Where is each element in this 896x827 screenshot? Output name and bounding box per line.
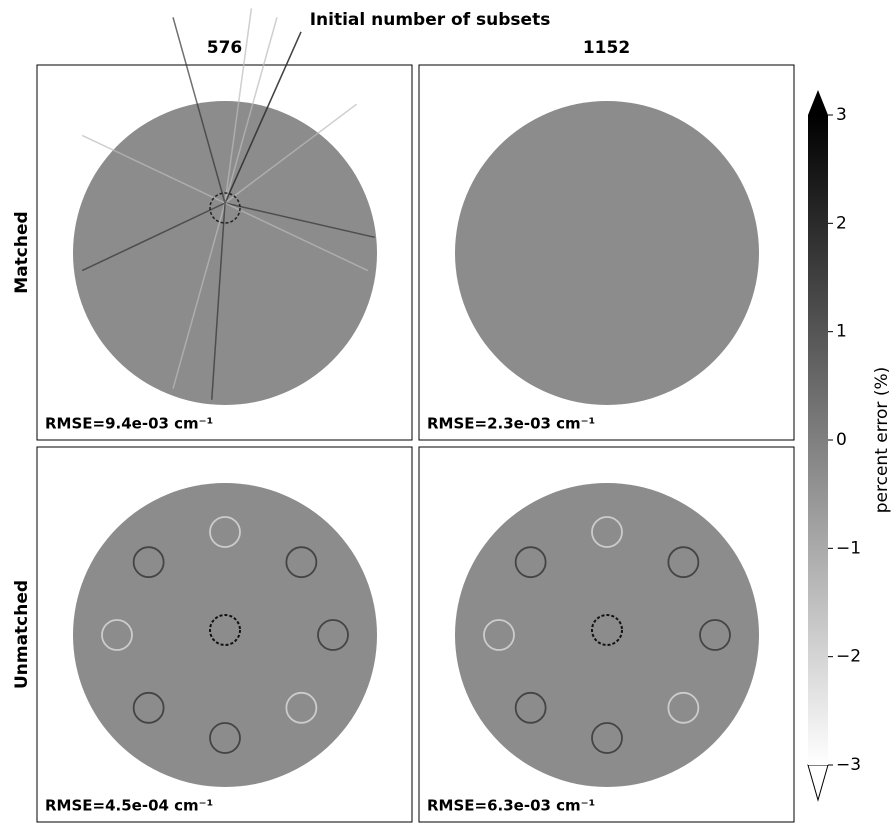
phantom-disc (73, 483, 377, 787)
colorbar-tick-label: 2 (836, 213, 847, 233)
colorbar-tick-label: −2 (836, 647, 861, 667)
colorbar-tick-label: 1 (836, 322, 847, 342)
column-label: 1152 (583, 38, 630, 58)
colorbar (808, 115, 828, 765)
colorbar-tick-label: −3 (836, 755, 861, 775)
colorbar-extend-max (808, 90, 828, 115)
row-label: Unmatched (12, 580, 32, 689)
title: Initial number of subsets (310, 10, 551, 30)
colorbar-tick-label: 3 (836, 105, 847, 125)
figure: Initial number of subsets 576 1152 Matched… (0, 0, 896, 823)
colorbar-label: percent error (%) (872, 367, 892, 514)
phantom-disc (455, 101, 759, 405)
rmse-annotation: RMSE=2.3e-03 cm⁻¹ (427, 415, 595, 433)
column-label: 576 (207, 38, 243, 58)
colorbar-tick-label: −1 (836, 538, 861, 558)
rmse-annotation: RMSE=6.3e-03 cm⁻¹ (427, 797, 595, 815)
colorbar-extend-min (808, 765, 828, 800)
phantom-disc (455, 483, 759, 787)
rmse-annotation: RMSE=9.4e-03 cm⁻¹ (45, 415, 213, 433)
row-label: Matched (12, 211, 32, 293)
rmse-annotation: RMSE=4.5e-04 cm⁻¹ (45, 797, 213, 815)
colorbar-tick-label: 0 (836, 430, 847, 450)
